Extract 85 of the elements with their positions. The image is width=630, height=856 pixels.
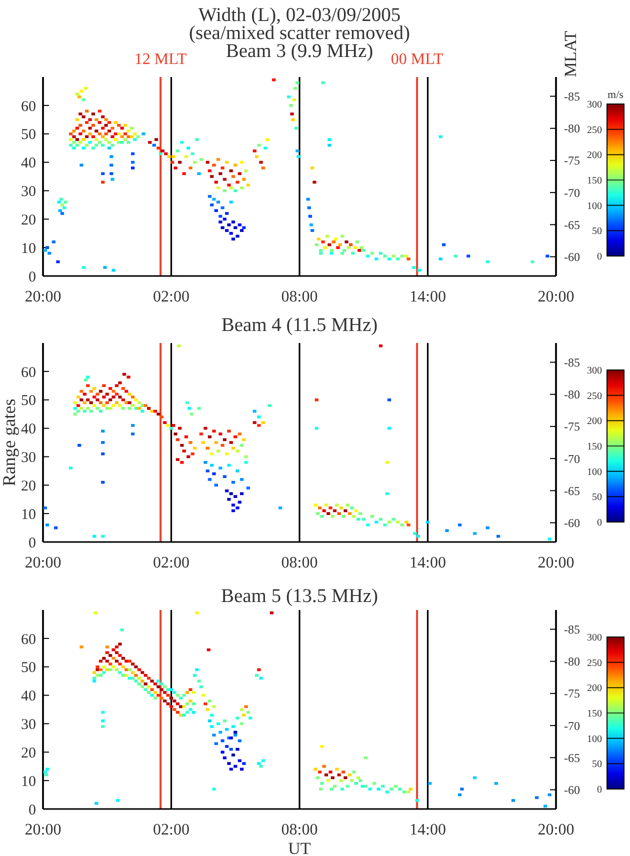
y-tick-label: 20 [21,745,36,762]
x-tick-label: 20:00 [24,288,62,306]
y2-tick-label: -85 [564,356,580,370]
color-bar-label: 300 [587,366,602,376]
color-bar-label: 0 [597,518,602,528]
y-tick-label: 50 [21,393,36,410]
x-tick-label: 08:00 [281,821,318,838]
color-bar-label: 200 [587,683,602,694]
color-bar-label: 50 [592,759,602,770]
y-tick-label: 30 [21,450,36,466]
y2-tick-label: -75 [564,154,580,168]
y-axis-title: Range gates [0,398,19,486]
y2-tick-label: -60 [564,783,580,797]
ref-line-label: 12 MLT [134,51,187,68]
x-tick-label: 20:00 [538,554,574,572]
y-tick-label: 60 [21,364,36,381]
x-tick-label: 02:00 [153,821,190,838]
x-tick-label: 20:00 [24,554,62,572]
chart-title: Beam 5 (13.5 MHz) [220,586,378,607]
text: Beam 3 (9.9 MHz) [226,41,374,62]
y-tick-label: 60 [21,632,36,648]
x-tick-label: 20:00 [538,821,574,838]
y2-tick-label: -65 [564,484,580,498]
y2-tick-label: -80 [564,388,580,402]
y-tick-label: 10 [21,506,36,523]
x-tick-label: 20:00 [538,288,574,306]
y2-axis-title: MLAT [561,30,580,78]
color-bar-label: 250 [587,124,602,136]
y2-tick-label: -70 [564,452,580,466]
color-bar-title: m/s [608,89,624,101]
color-bar-label: 100 [587,466,602,478]
color-bar-label: 250 [587,658,602,669]
chart-title: Beam 4 (11.5 MHz) [221,315,378,336]
color-bar-label: 200 [587,150,602,162]
color-bar-label: 250 [587,390,602,402]
x-tick-label: 14:00 [410,288,446,306]
y-tick-label: 50 [21,660,36,676]
color-bar-label: 150 [587,176,602,186]
color-bar-label: 50 [592,492,602,504]
color-bar-label: 100 [587,734,602,745]
y-tick-label: 30 [21,184,36,200]
y2-tick-label: -80 [564,654,580,669]
y-tick-label: 30 [21,717,36,734]
y-tick-label: 20 [21,478,36,494]
y-tick-label: 20 [21,212,36,228]
y-tick-label: 60 [21,98,36,115]
x-tick-label: 14:00 [410,554,446,572]
color-bar-label: 0 [597,252,602,262]
y2-tick-label: -85 [564,90,580,104]
y2-tick-label: -65 [564,750,580,765]
x-tick-label: 20:00 [24,821,62,838]
y2-tick-label: -75 [564,420,580,434]
y2-tick-label: -65 [564,218,580,232]
color-bar-label: 50 [592,226,602,238]
y2-tick-label: -70 [564,186,580,200]
color-bar-label: 300 [587,632,602,644]
y-tick-label: 10 [21,774,36,790]
chart-title: Width (L), 02-03/09/2005 [198,5,401,26]
x-tick-label: 02:00 [153,554,190,572]
color-bar-label: 0 [597,784,602,796]
x-tick-label: 08:00 [281,554,318,572]
y-tick-label: 0 [28,535,36,552]
x-tick-label: 08:00 [281,288,318,306]
color-bar-label: 100 [587,200,602,212]
y2-tick-label: -80 [564,122,580,136]
color-bar-label: 150 [587,442,602,452]
x-tick-label: 14:00 [410,821,446,838]
y2-tick-label: -60 [564,516,580,530]
y2-tick-label: -60 [564,250,580,264]
y-tick-label: 50 [21,127,36,144]
color-bar-label: 150 [587,708,602,720]
y-tick-label: 40 [21,688,36,705]
y-tick-label: 40 [21,156,36,172]
y2-tick-label: -85 [564,622,580,637]
color-bar-label: 200 [587,416,602,428]
x-tick-label: 02:00 [153,288,190,306]
ref-line-label: 00 MLT [390,51,444,68]
y-tick-label: 0 [28,802,36,818]
y-tick-label: 0 [28,269,36,286]
y2-tick-label: -75 [564,686,580,701]
y2-tick-label: -70 [564,718,580,733]
color-bar-label: 300 [587,100,602,110]
x-axis-title: UT [288,839,312,856]
y-tick-label: 40 [21,422,36,438]
y-tick-label: 10 [21,240,36,257]
